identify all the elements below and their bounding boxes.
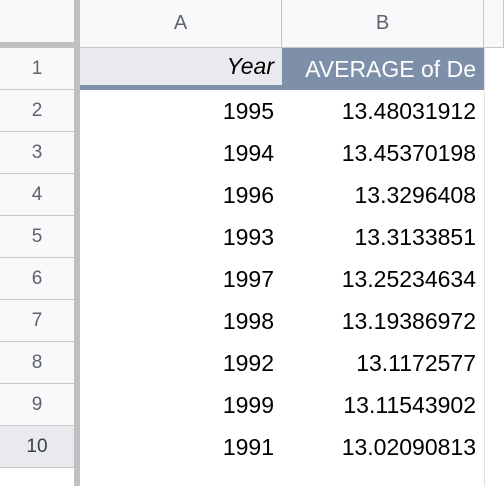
cell-average[interactable]: 13.48031912 — [341, 97, 476, 124]
pivot-header-average[interactable]: AVERAGE of De — [282, 48, 484, 90]
cell-year[interactable]: 1996 — [222, 181, 274, 208]
row-header[interactable]: 1 — [0, 48, 74, 90]
cell-average[interactable]: 13.19386972 — [341, 307, 476, 334]
cell-year[interactable]: 1994 — [222, 139, 274, 166]
column-header-b[interactable]: B — [282, 0, 484, 48]
row-header[interactable]: 6 — [0, 258, 74, 300]
cell-year[interactable]: 1999 — [222, 391, 274, 418]
row-header[interactable]: 10 — [0, 426, 74, 468]
cell-average[interactable]: 13.02090813 — [341, 433, 476, 460]
select-all-corner[interactable] — [0, 0, 80, 48]
row-header[interactable]: 9 — [0, 384, 74, 426]
cell-year[interactable]: 1991 — [222, 433, 274, 460]
frozen-column-divider[interactable] — [74, 48, 80, 486]
cell-year[interactable]: 1995 — [222, 97, 274, 124]
row-header[interactable]: 4 — [0, 174, 74, 216]
cell-average[interactable]: 13.25234634 — [341, 265, 476, 292]
row-header[interactable]: 8 — [0, 342, 74, 384]
cell-year[interactable]: 1997 — [222, 265, 274, 292]
row-header[interactable]: 3 — [0, 132, 74, 174]
row-header[interactable]: 5 — [0, 216, 74, 258]
cell-average[interactable]: 13.3133851 — [354, 223, 476, 250]
row-header[interactable]: 7 — [0, 300, 74, 342]
column-header-a[interactable]: A — [80, 0, 282, 48]
column-c-cells[interactable] — [484, 48, 504, 486]
column-header-row: A B — [0, 0, 504, 48]
cell-average[interactable]: 13.11543902 — [343, 391, 476, 418]
cell-average[interactable]: 13.1172577 — [356, 349, 476, 376]
column-header-c[interactable] — [484, 0, 504, 48]
cell-year[interactable]: 1992 — [222, 349, 274, 376]
cell-average[interactable]: 13.45370198 — [341, 139, 476, 166]
cell-average[interactable]: 13.3296408 — [354, 181, 476, 208]
cell-year[interactable]: 1993 — [222, 223, 274, 250]
row-header[interactable]: 2 — [0, 90, 74, 132]
pivot-header-year[interactable]: Year — [80, 48, 282, 90]
cell-year[interactable]: 1998 — [222, 307, 274, 334]
